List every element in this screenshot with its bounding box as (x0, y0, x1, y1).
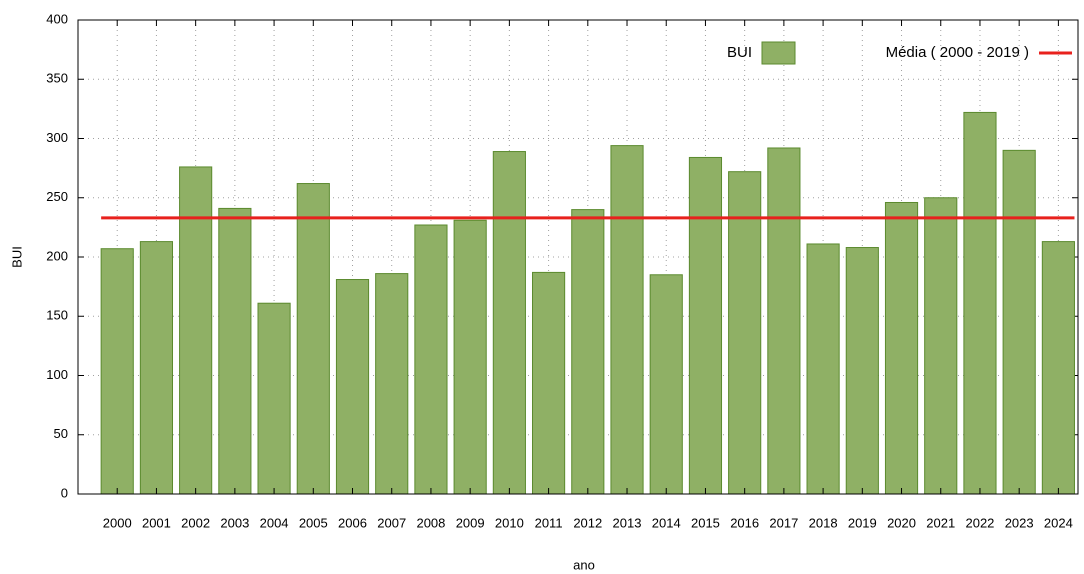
x-tick-label: 2016 (730, 515, 759, 530)
y-tick-label: 50 (54, 426, 68, 441)
x-tick-label: 2002 (181, 515, 210, 530)
y-tick-label: 250 (46, 189, 68, 204)
bar (924, 197, 958, 495)
legend-label: Média ( 2000 - 2019 ) (886, 44, 1029, 61)
x-tick-label: 2017 (769, 515, 798, 530)
x-tick-label: 2021 (926, 515, 955, 530)
y-axis-label: BUI (9, 246, 24, 268)
legend-swatch (761, 41, 796, 65)
y-tick-label: 300 (46, 130, 68, 145)
x-tick-label: 2007 (377, 515, 406, 530)
x-tick-label: 2006 (338, 515, 367, 530)
bar (100, 248, 134, 495)
x-tick-label: 2014 (652, 515, 681, 530)
x-tick-label: 2012 (573, 515, 602, 530)
x-tick-label: 2022 (965, 515, 994, 530)
bar (218, 207, 252, 495)
bar (335, 279, 370, 495)
bar (649, 274, 683, 495)
x-tick-label: 2015 (691, 515, 720, 530)
bar (767, 147, 801, 495)
x-tick-label: 2008 (416, 515, 445, 530)
bar (728, 171, 762, 495)
x-tick-label: 2010 (495, 515, 524, 530)
bar (884, 201, 919, 495)
x-tick-label: 2004 (260, 515, 289, 530)
x-tick-label: 2000 (103, 515, 132, 530)
bar (845, 247, 879, 495)
bar (453, 219, 487, 495)
x-tick-label: 2009 (456, 515, 485, 530)
y-tick-label: 100 (46, 367, 68, 382)
bar (1041, 241, 1075, 495)
bar (571, 209, 605, 495)
x-tick-label: 2001 (142, 515, 171, 530)
bar (296, 183, 330, 495)
bar (257, 302, 291, 495)
bar (1002, 149, 1036, 495)
x-tick-label: 2019 (848, 515, 877, 530)
bar (532, 271, 566, 495)
x-tick-label: 2005 (299, 515, 328, 530)
x-axis-label: ano (573, 557, 595, 572)
y-tick-label: 150 (46, 308, 68, 323)
y-tick-label: 200 (46, 248, 68, 263)
bar (688, 156, 723, 495)
legend-label: BUI (727, 44, 752, 61)
bar (492, 151, 526, 495)
x-tick-label: 2024 (1044, 515, 1073, 530)
bar (375, 273, 409, 495)
bar (963, 111, 997, 495)
plot-frame (77, 19, 1079, 495)
x-tick-label: 2018 (809, 515, 838, 530)
bar (806, 243, 840, 495)
x-tick-label: 2003 (220, 515, 249, 530)
y-tick-label: 350 (46, 71, 68, 86)
x-tick-label: 2020 (887, 515, 916, 530)
y-tick-label: 400 (46, 11, 68, 26)
bar (610, 145, 644, 495)
y-tick-label: 0 (61, 485, 68, 500)
x-tick-label: 2023 (1005, 515, 1034, 530)
bar (179, 166, 213, 495)
x-tick-label: 2011 (535, 515, 563, 530)
bar (414, 224, 448, 495)
x-tick-label: 2013 (613, 515, 642, 530)
bar (139, 241, 174, 495)
